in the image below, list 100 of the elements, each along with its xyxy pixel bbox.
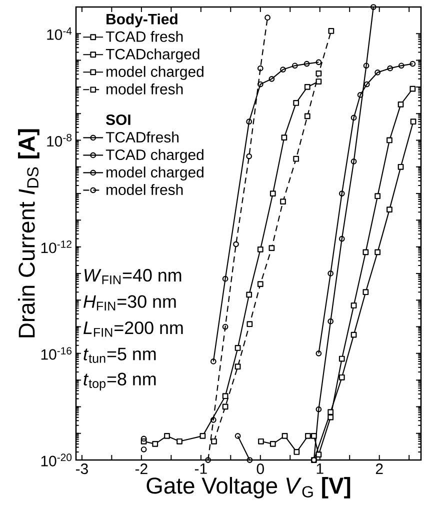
point <box>205 457 211 463</box>
annotation: SOI <box>106 114 130 126</box>
point <box>350 114 357 121</box>
point <box>233 241 239 248</box>
point <box>374 70 381 76</box>
annotation: t$_{top}$=8 nm <box>84 372 156 390</box>
x-tick-label: -1 <box>194 464 207 474</box>
point <box>257 281 264 288</box>
point <box>257 65 264 72</box>
point <box>210 416 216 423</box>
point <box>222 404 228 410</box>
y-tick-label: 10$^{-16}$ <box>41 347 72 360</box>
legend-label: TCADfresh <box>106 132 178 143</box>
point <box>364 81 370 88</box>
point <box>280 198 286 204</box>
point <box>164 433 170 439</box>
point <box>328 318 334 324</box>
point <box>350 302 357 308</box>
point <box>270 190 276 196</box>
point <box>293 100 300 106</box>
point <box>338 190 345 196</box>
point <box>316 406 322 412</box>
legend-label: TCAD charged <box>106 149 204 163</box>
point <box>222 276 228 282</box>
point <box>374 193 381 200</box>
y-tick-label: 10$^{-12}$ <box>41 240 72 254</box>
annotation: t$_{tun}$=5 nm <box>84 348 156 363</box>
legend-label: model charged <box>106 66 204 80</box>
point <box>293 156 300 162</box>
legend-label: model fresh <box>106 83 183 94</box>
point <box>176 438 182 444</box>
point <box>310 433 317 439</box>
point <box>246 457 253 463</box>
point <box>338 356 345 362</box>
point <box>282 433 288 439</box>
point <box>280 66 286 72</box>
point <box>304 84 310 90</box>
point <box>140 446 147 452</box>
point <box>234 364 241 370</box>
x-tick-label: 1 <box>316 464 324 474</box>
annotation: L$_{FIN}$=200 nm <box>84 321 183 337</box>
y-tick-label: 10$^{-8}$ <box>47 134 72 147</box>
point <box>246 118 252 125</box>
point <box>410 118 416 125</box>
legend-label: model fresh <box>106 184 183 196</box>
point <box>268 245 275 251</box>
point <box>374 249 381 256</box>
point <box>316 70 322 76</box>
point <box>338 236 345 242</box>
x-tick-label: 2 <box>376 464 383 474</box>
point <box>270 441 276 447</box>
point <box>258 438 264 444</box>
point <box>328 414 334 420</box>
point <box>268 76 275 82</box>
x-tick-label: -3 <box>76 464 88 474</box>
point <box>304 60 310 67</box>
point <box>410 86 416 92</box>
point <box>350 332 357 338</box>
point <box>281 134 288 141</box>
point <box>305 433 311 439</box>
point <box>386 137 392 144</box>
point <box>363 62 370 69</box>
point <box>234 345 241 351</box>
point <box>246 292 252 298</box>
point <box>257 246 264 252</box>
y-axis-title: Drain Current I$_{DS}$ [A] <box>18 129 40 338</box>
point <box>200 433 206 439</box>
y-tick-label: 10$^{-20}$ <box>41 454 72 466</box>
legend-label: TCADcharged <box>106 48 200 62</box>
point <box>362 249 369 256</box>
point <box>152 441 158 447</box>
point <box>292 62 298 69</box>
point <box>398 102 404 108</box>
y-tick-label: 10$^{-4}$ <box>47 27 72 40</box>
point <box>338 374 345 380</box>
point <box>140 436 147 442</box>
point <box>264 14 270 21</box>
point <box>316 350 322 356</box>
x-axis-title: Gate Voltage V$_{G}$ [V] <box>146 476 350 498</box>
x-tick-label: 0 <box>256 464 264 474</box>
point <box>316 452 322 458</box>
point <box>257 81 264 88</box>
point <box>294 449 300 455</box>
point <box>362 289 369 296</box>
legend-title: Body-Tied <box>106 13 178 28</box>
point <box>350 158 357 164</box>
legend-label: model charged <box>106 166 204 180</box>
point <box>387 65 394 72</box>
point <box>328 28 334 34</box>
point <box>398 62 404 69</box>
point <box>246 153 252 160</box>
x-tick-label: -2 <box>135 464 148 474</box>
annotation: H$_{FIN}$=30 nm <box>84 295 176 310</box>
point <box>328 270 334 276</box>
point <box>304 113 310 120</box>
point <box>328 409 334 416</box>
point <box>357 92 364 98</box>
point <box>222 324 228 330</box>
legend-label: TCAD fresh <box>106 30 183 42</box>
point <box>222 393 228 400</box>
